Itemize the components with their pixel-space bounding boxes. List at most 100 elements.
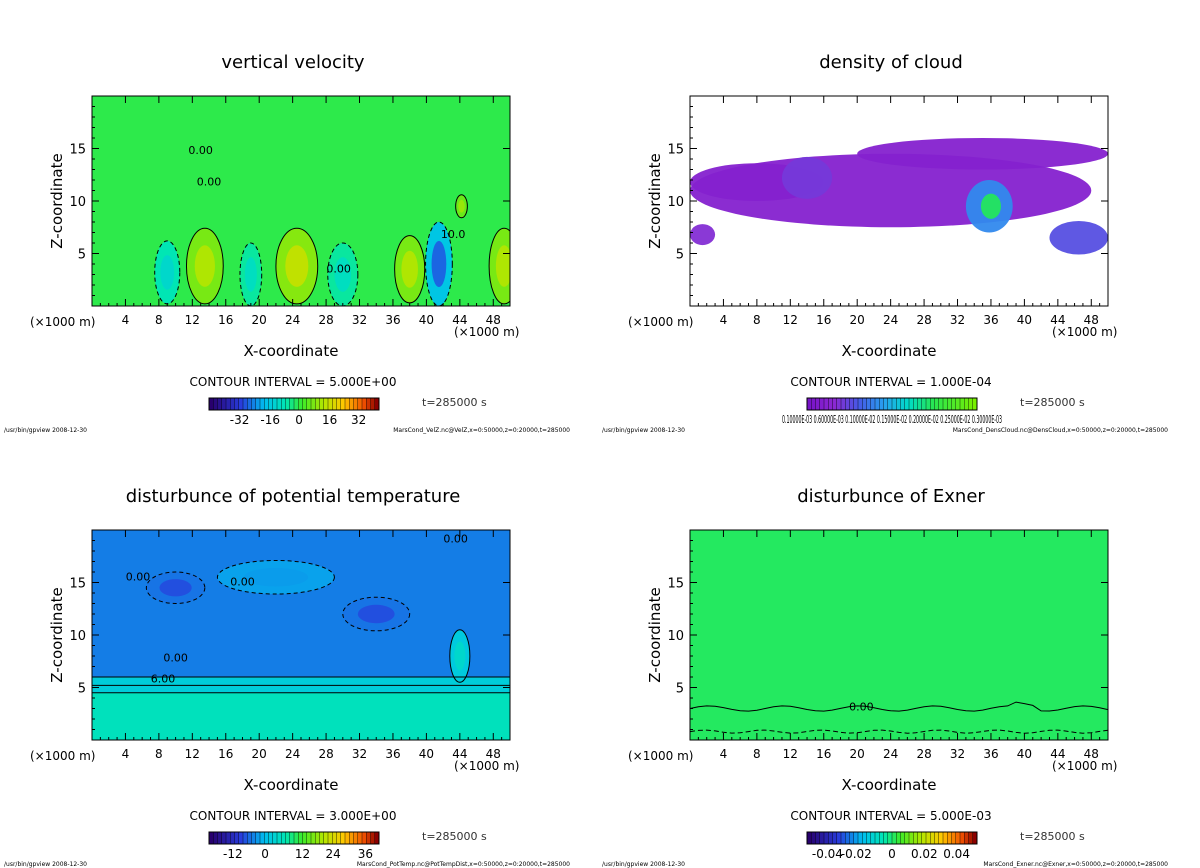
- colorbar-tick-label: 24: [325, 847, 340, 861]
- contour-interval: CONTOUR INTERVAL = 5.000E+00: [190, 375, 397, 389]
- colorbar-cell: [964, 398, 969, 410]
- colorbar-cell: [285, 832, 291, 844]
- x-tick-label: 4: [720, 313, 728, 327]
- colorbar-cell: [938, 398, 944, 410]
- colorbar-cell: [294, 832, 299, 844]
- colorbar-cell: [883, 832, 889, 844]
- y-axis-title: Z-coordinate: [48, 587, 66, 682]
- colorbar-cell: [366, 398, 371, 410]
- colorbar-cell: [955, 832, 961, 844]
- colorbar-tick-label: -0.02: [841, 847, 872, 861]
- cloud-blob: [690, 224, 716, 246]
- contour-interval: CONTOUR INTERVAL = 5.000E-03: [790, 809, 991, 823]
- footer-program: /usr/bin/gpview 2008-12-30: [4, 861, 87, 868]
- x-tick-label: 44: [452, 747, 467, 761]
- colorbar-cell: [917, 398, 923, 410]
- colorbar-cell: [272, 832, 278, 844]
- y-tick-label: 5: [676, 682, 684, 697]
- colorbar-cell: [879, 832, 884, 844]
- colorbar-cell: [370, 832, 376, 844]
- footer-program: /usr/bin/gpview 2008-12-30: [4, 427, 87, 434]
- colorbar-cell: [900, 398, 906, 410]
- plot-area: [92, 530, 510, 740]
- colorbar-cell: [353, 398, 359, 410]
- colorbar-cell: [328, 832, 333, 844]
- panel-title: density of cloud: [819, 52, 963, 73]
- x-tick-label: 28: [916, 747, 931, 761]
- y-tick-label: 10: [69, 195, 86, 210]
- x-tick-label: 24: [883, 747, 898, 761]
- colorbar-cell: [845, 832, 850, 844]
- y-tick-label: 10: [69, 629, 86, 644]
- background: [690, 530, 1108, 740]
- z-unit-label: (×1000 m): [628, 749, 693, 763]
- colorbar-cell: [289, 832, 295, 844]
- colorbar-cell: [345, 398, 350, 410]
- colorbar-cell: [294, 398, 299, 410]
- colorbar: 0.10000E-03 0.60000E-03 0.10000E-02 0.15…: [782, 397, 1002, 426]
- colorbar-cell: [964, 832, 969, 844]
- y-tick-label: 15: [667, 577, 684, 592]
- contour-label: 0.00: [326, 262, 351, 275]
- x-tick-label: 36: [385, 313, 400, 327]
- contour-label: 0.00: [230, 576, 255, 589]
- x-tick-label: 36: [385, 747, 400, 761]
- colorbar-cell: [968, 398, 974, 410]
- x-unit-label: (×1000 m): [1052, 325, 1117, 339]
- colorbar-cell: [972, 398, 978, 410]
- x-tick-label: 36: [983, 313, 998, 327]
- time-label: t=285000 s: [422, 830, 487, 843]
- panel-title: disturbunce of Exner: [797, 486, 985, 507]
- x-axis-title: X-coordinate: [842, 776, 937, 794]
- contour-line: [449, 629, 471, 683]
- colorbar-cell: [362, 398, 367, 410]
- colorbar-cell: [807, 832, 812, 844]
- x-tick-label: 44: [452, 313, 467, 327]
- x-tick-label: 44: [1050, 747, 1065, 761]
- colorbar-cell: [938, 832, 944, 844]
- colorbar-cell: [887, 832, 893, 844]
- x-tick-label: 20: [850, 747, 865, 761]
- colorbar-tick-label: 0.02: [911, 847, 938, 861]
- colorbar-cell: [323, 398, 329, 410]
- field-layer: [92, 692, 510, 740]
- colorbar-cell: [221, 398, 227, 410]
- z-unit-label: (×1000 m): [30, 315, 95, 329]
- contour-line: [690, 701, 1108, 712]
- colorbar-frame: [208, 397, 380, 411]
- cloud-blob: [857, 138, 1108, 170]
- footer-program: /usr/bin/gpview 2008-12-30: [602, 861, 685, 868]
- colorbar-cell: [357, 398, 363, 410]
- colorbar-cell: [213, 398, 218, 410]
- field-core: [401, 250, 418, 288]
- colorbar-cell: [340, 832, 346, 844]
- colorbar-tick-label: -32: [230, 413, 250, 427]
- colorbar-cell: [947, 398, 952, 410]
- x-tick-label: 40: [419, 313, 434, 327]
- colorbar-cell: [913, 832, 918, 844]
- colorbar-cell: [828, 398, 833, 410]
- x-tick-label: 48: [1084, 747, 1099, 761]
- colorbar-cell: [866, 832, 872, 844]
- colorbar-cell: [260, 398, 265, 410]
- colorbar-cell: [340, 398, 346, 410]
- contour-interval: CONTOUR INTERVAL = 1.000E-04: [790, 375, 991, 389]
- colorbar-cell: [247, 398, 252, 410]
- colorbar-cell: [815, 398, 821, 410]
- x-tick-label: 4: [122, 747, 130, 761]
- contour-label: 10.0: [441, 228, 466, 241]
- x-axis-title: X-coordinate: [244, 342, 339, 360]
- colorbar-tick-label: 12: [295, 847, 310, 861]
- x-tick-label: 12: [783, 313, 798, 327]
- colorbar-cell: [913, 398, 918, 410]
- x-tick-label: 48: [486, 747, 501, 761]
- colorbar-cell: [862, 398, 867, 410]
- x-tick-label: 16: [218, 747, 233, 761]
- colorbar-cell: [930, 832, 935, 844]
- colorbar-cell: [234, 832, 240, 844]
- field-core: [431, 240, 447, 288]
- y-axis-title: Z-coordinate: [48, 153, 66, 248]
- colorbar-tick-label: -0.04: [812, 847, 843, 861]
- panel-3: disturbunce of potential temperature 0.00…: [4, 486, 570, 868]
